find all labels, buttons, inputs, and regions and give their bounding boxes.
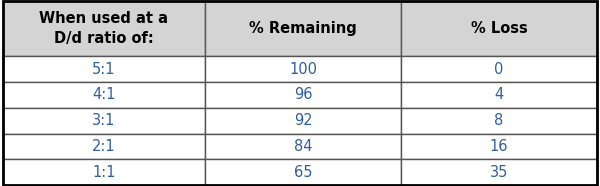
Text: 65: 65 (294, 165, 312, 180)
Text: 92: 92 (293, 113, 312, 128)
Text: 8: 8 (494, 113, 503, 128)
Text: % Remaining: % Remaining (249, 21, 357, 36)
Text: 84: 84 (294, 139, 312, 154)
Text: When used at a
D/d ratio of:: When used at a D/d ratio of: (40, 11, 169, 46)
Text: 1:1: 1:1 (92, 165, 116, 180)
Text: 3:1: 3:1 (92, 113, 116, 128)
Bar (3, 134, 205, 159)
Text: % Loss: % Loss (470, 21, 527, 36)
Text: 4: 4 (494, 87, 503, 102)
Bar (401, 82, 597, 108)
Text: 0: 0 (494, 62, 503, 77)
Bar (3, 56, 205, 82)
Text: 16: 16 (490, 139, 508, 154)
Bar (3, 82, 205, 108)
Bar (3, 159, 205, 185)
Bar (205, 159, 401, 185)
Bar (3, 1, 205, 56)
Bar (401, 56, 597, 82)
Bar (3, 108, 205, 134)
Text: 100: 100 (289, 62, 317, 77)
Bar (401, 1, 597, 56)
Bar (205, 82, 401, 108)
Text: 35: 35 (490, 165, 508, 180)
Bar (401, 134, 597, 159)
Bar (205, 56, 401, 82)
Bar (205, 134, 401, 159)
Bar (401, 159, 597, 185)
Text: 2:1: 2:1 (92, 139, 116, 154)
Text: 96: 96 (294, 87, 312, 102)
Text: 5:1: 5:1 (92, 62, 116, 77)
Text: 4:1: 4:1 (92, 87, 116, 102)
Bar (205, 108, 401, 134)
Bar (205, 1, 401, 56)
Bar (401, 108, 597, 134)
